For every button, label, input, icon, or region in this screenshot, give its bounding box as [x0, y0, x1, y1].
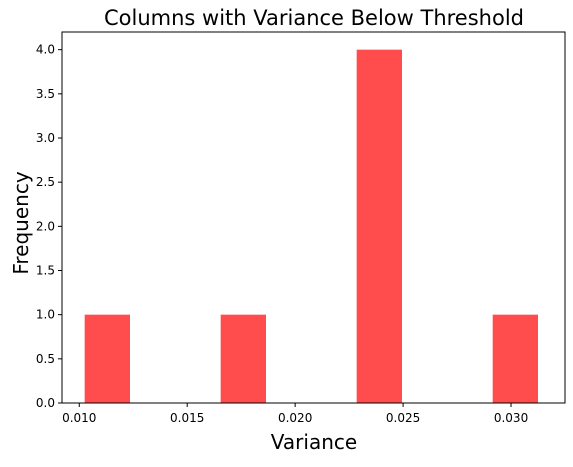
x-tick-label: 0.020 [278, 411, 312, 425]
y-tick-label: 1.0 [36, 308, 55, 322]
x-axis-label: Variance [271, 430, 357, 454]
histogram-bar [356, 49, 403, 404]
y-tick-label: 0.0 [36, 396, 55, 410]
x-tick-label: 0.015 [170, 411, 204, 425]
y-tick-label: 1.5 [36, 264, 55, 278]
bars-layer [84, 49, 539, 404]
y-tick-label: 3.0 [36, 131, 55, 145]
y-tick-label: 4.0 [36, 43, 55, 57]
x-tick-label: 0.010 [62, 411, 96, 425]
chart-title: Columns with Variance Below Threshold [104, 6, 524, 30]
histogram-bar [220, 314, 267, 403]
x-tick-label: 0.030 [494, 411, 528, 425]
y-axis-label: Frequency [9, 171, 33, 274]
x-ticks-layer: 0.010 0.015 0.020 0.025 0.030 [62, 403, 528, 425]
histogram-bar [84, 314, 131, 403]
histogram-bar [492, 314, 539, 403]
y-ticks-layer: 0.0 0.5 1.0 1.5 2.0 2.5 3.0 3.5 4.0 [36, 43, 62, 410]
x-tick-label: 0.025 [386, 411, 420, 425]
y-tick-label: 3.5 [36, 87, 55, 101]
plot-frame [61, 31, 566, 404]
y-tick-label: 2.0 [36, 219, 55, 233]
y-tick-label: 0.5 [36, 352, 55, 366]
y-tick-label: 2.5 [36, 175, 55, 189]
